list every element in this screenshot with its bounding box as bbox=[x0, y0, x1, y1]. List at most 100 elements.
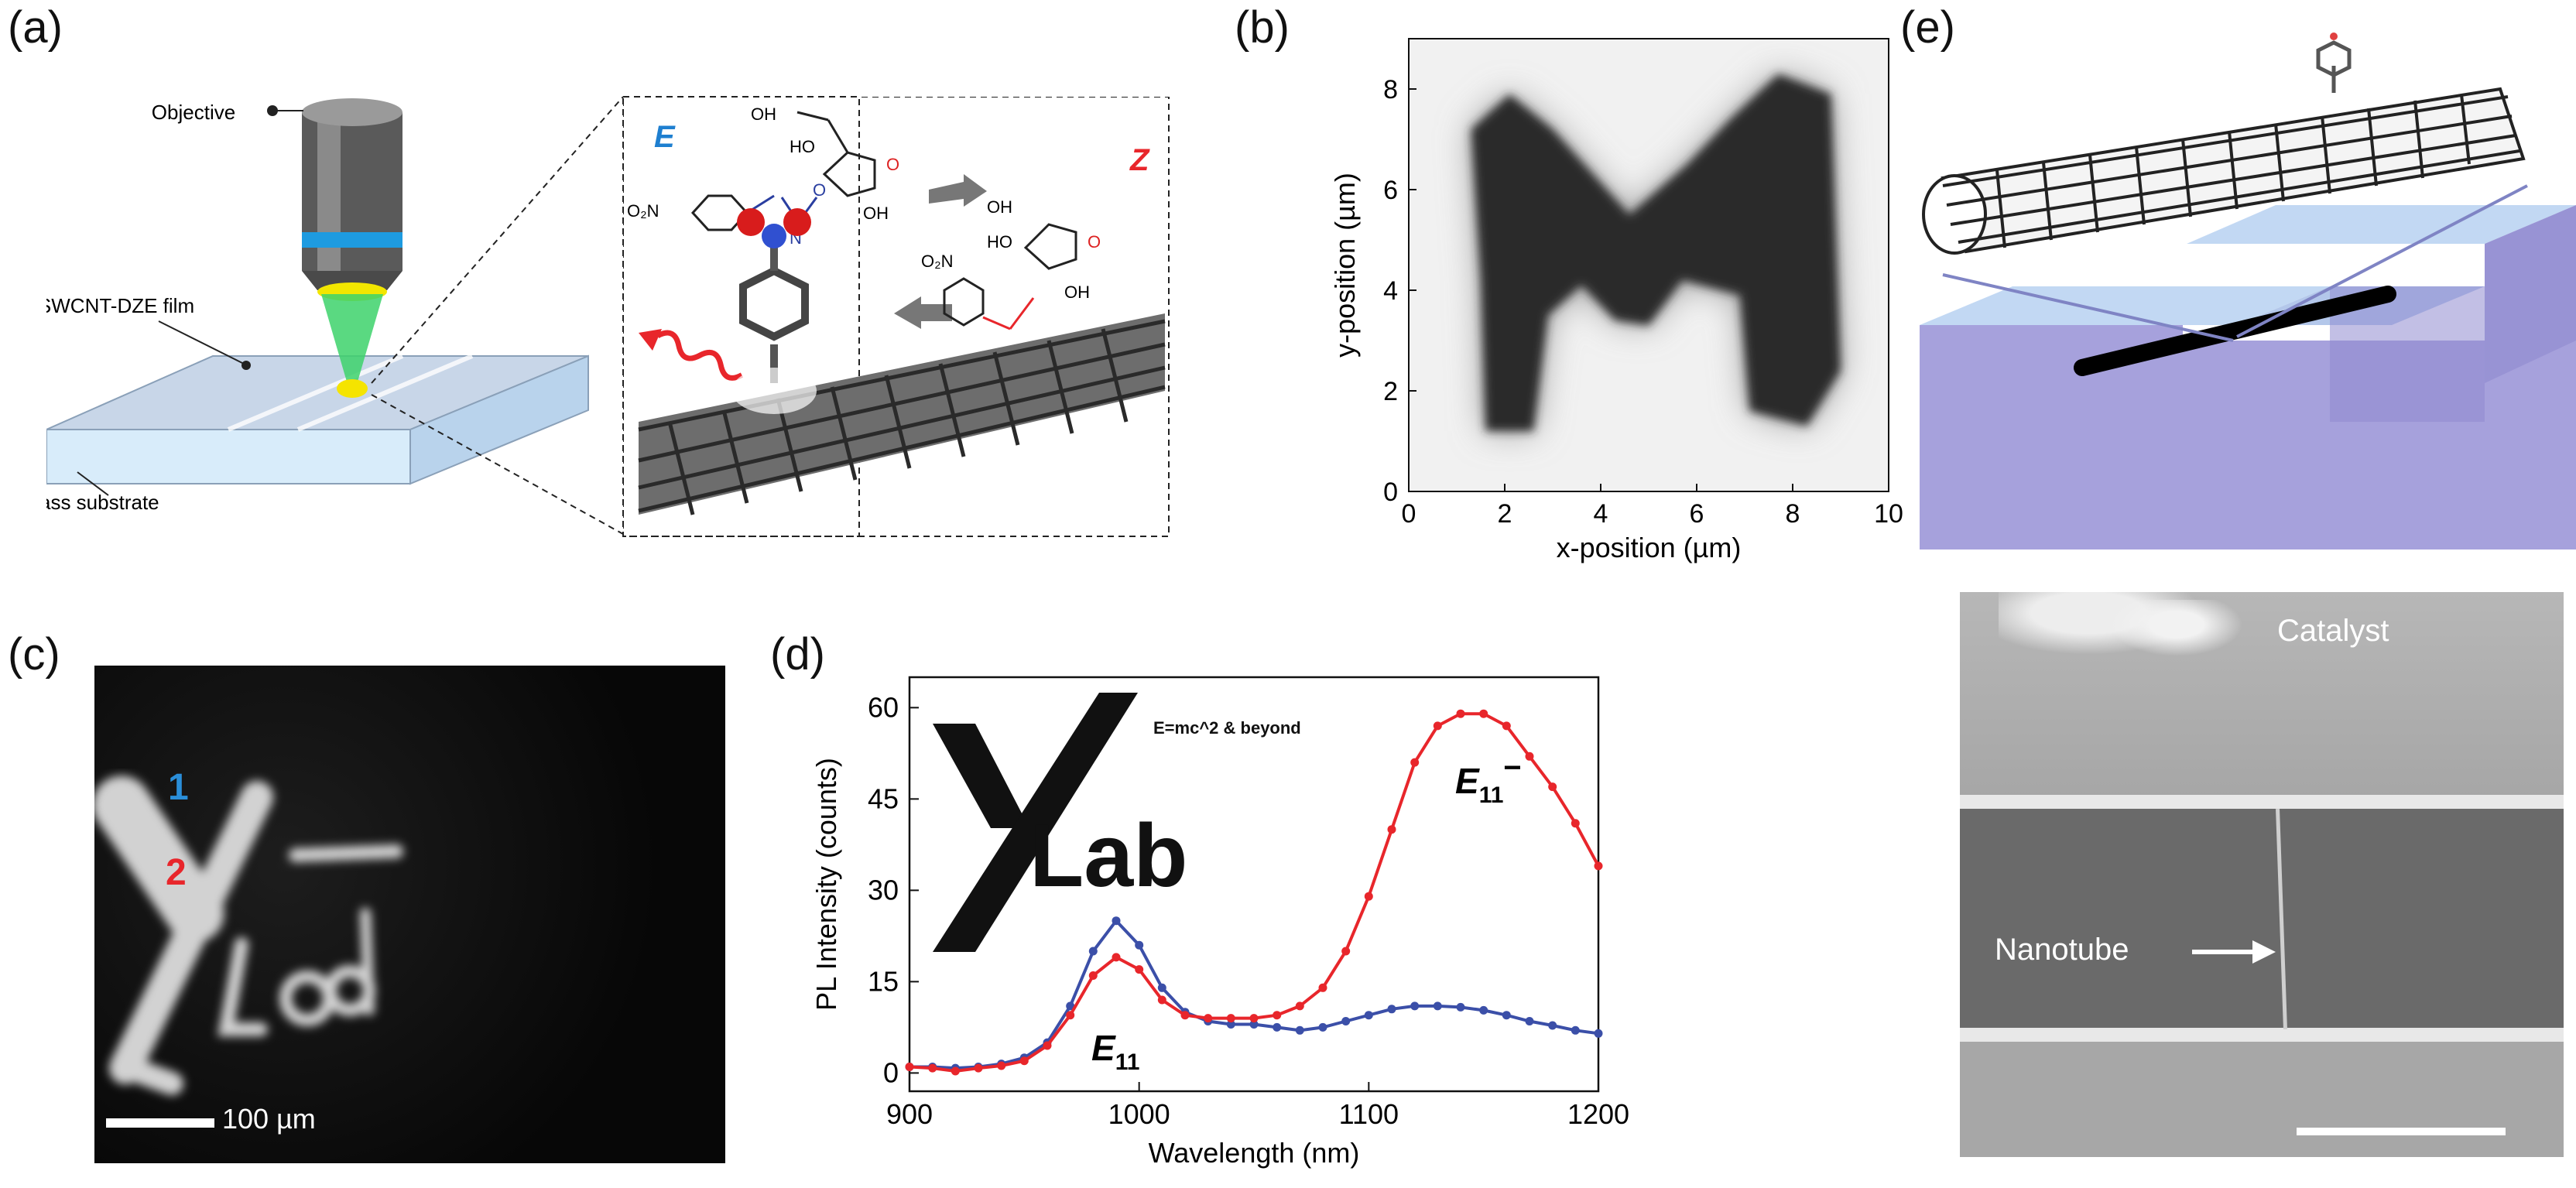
spectrum-series-1-point bbox=[1479, 1005, 1488, 1015]
phenyl-3d bbox=[739, 266, 809, 341]
objective-top bbox=[302, 98, 402, 126]
substrate-label: Glass substrate bbox=[46, 491, 159, 514]
spectrum-series-2-point bbox=[1318, 983, 1327, 992]
sem-nanotube-label: Nanotube bbox=[1995, 933, 2129, 967]
spectrum-series-2-point bbox=[1043, 1041, 1052, 1050]
spectrum-series-1-point bbox=[1318, 1022, 1327, 1032]
pl-marker-2: 2 bbox=[166, 852, 187, 893]
spectrum-series-2-point bbox=[1204, 1014, 1213, 1023]
spectrum-series-1-point bbox=[1249, 1020, 1259, 1029]
heatmap-x-tick-label: 8 bbox=[1786, 499, 1800, 529]
objective-label: Objective bbox=[152, 101, 235, 124]
lactone-ring-z bbox=[1023, 223, 1077, 270]
spectrum-series-2-point bbox=[1273, 1011, 1282, 1020]
heatmap-x-tick-label: 6 bbox=[1690, 499, 1704, 529]
spectrum-series-2-point bbox=[951, 1066, 960, 1076]
sem-trench bbox=[1960, 809, 2564, 1029]
logo-y-left-arm bbox=[933, 724, 1029, 828]
spectrum-series-1-point bbox=[1157, 983, 1166, 992]
zoom-line bbox=[371, 394, 624, 535]
objective-blue-ring bbox=[302, 232, 402, 248]
heatmap-y-tick-label: 0 bbox=[1383, 478, 1398, 507]
sem-nanotube-arrow bbox=[2192, 940, 2276, 964]
emission-arrowhead bbox=[639, 329, 662, 351]
heatmap-x-tick-label: 0 bbox=[1402, 499, 1416, 529]
bond bbox=[796, 111, 829, 122]
spectrum-series-2-point bbox=[1502, 721, 1511, 731]
laser-spot bbox=[337, 379, 368, 398]
spectrum-series-1-point bbox=[1571, 1025, 1580, 1035]
spectrum-series-1-point bbox=[1525, 1017, 1534, 1025]
spectrum-series-1-point bbox=[1112, 916, 1121, 926]
logo-y-right-arm bbox=[933, 693, 1138, 952]
heatmap-frame bbox=[1408, 38, 1889, 492]
sem-catalyst-cluster bbox=[2099, 600, 2254, 662]
spectrum-series-1-point bbox=[1594, 1029, 1603, 1038]
spectrum-series-2-point bbox=[1410, 758, 1420, 767]
spectrum-series-2-point bbox=[1249, 1014, 1259, 1023]
phenyl-ring bbox=[2316, 40, 2352, 77]
zoom-line bbox=[1942, 273, 2234, 342]
spectrum-y-tick-label: 0 bbox=[883, 1056, 899, 1088]
panel-e-label: (e) bbox=[1900, 2, 1955, 53]
azo-bond-z bbox=[982, 316, 1011, 330]
atom-o-z: O bbox=[1088, 232, 1101, 252]
spectrum-series-2-point bbox=[905, 1063, 914, 1071]
peak-e11-minus-label: E11− bbox=[1455, 751, 1522, 808]
spectrum-series-2-point bbox=[1088, 971, 1098, 980]
panel-a-illustration: Objective SWCNT-DZE film Glass substrate bbox=[46, 96, 860, 537]
functionalization-glow bbox=[731, 368, 817, 414]
bond bbox=[827, 119, 849, 153]
atom-oh: OH bbox=[751, 104, 776, 124]
panel-a-label: (a) bbox=[8, 2, 63, 53]
zoom-line bbox=[371, 96, 624, 384]
sem-edge-upper bbox=[1960, 795, 2564, 809]
spectrum-y-label: PL Intensity (counts) bbox=[810, 758, 842, 1011]
benzene-ring-z bbox=[943, 277, 985, 327]
heatmap-chart: 0 2 4 6 8 10 0 2 4 6 8 x-position (µm) y-position… bbox=[1329, 38, 1903, 563]
nitro-n bbox=[762, 224, 786, 248]
pl-pattern bbox=[94, 775, 403, 1095]
spectrum-series-2-point bbox=[1456, 709, 1465, 718]
spectrum-series-2-point bbox=[1341, 947, 1351, 956]
spectrum-series-2-point bbox=[1066, 1011, 1075, 1020]
panel-e-device-illustration bbox=[1920, 33, 2576, 549]
atom-o: O bbox=[813, 180, 826, 200]
inset-frame bbox=[623, 97, 1170, 537]
isomer-z-label: Z bbox=[1129, 143, 1150, 177]
spectrum-series-2-point bbox=[1548, 782, 1557, 792]
spectrum-x-tick-label: 900 bbox=[886, 1098, 933, 1130]
spectrum-series-1-point bbox=[1502, 1011, 1511, 1020]
panel-b-label: (b) bbox=[1235, 2, 1290, 53]
zoom-line bbox=[2236, 184, 2528, 338]
film-label: SWCNT-DZE film bbox=[46, 294, 194, 317]
spectrum-series-2-point bbox=[1571, 819, 1580, 828]
pl-marker-1: 1 bbox=[168, 767, 189, 808]
spectrum-y-tick-label: 15 bbox=[868, 965, 899, 997]
nanotube-mesh bbox=[638, 319, 1166, 515]
nanotube bbox=[639, 313, 1165, 515]
pl-scalebar bbox=[106, 1118, 214, 1128]
spectrum-series-2-point bbox=[1180, 1011, 1190, 1020]
substrate-pointer bbox=[77, 471, 109, 496]
spectrum-series-2-point bbox=[997, 1061, 1006, 1070]
spectrum-series-2-point bbox=[1019, 1056, 1029, 1066]
trench-right-face bbox=[2485, 205, 2576, 383]
heatmap-y-tick-label: 6 bbox=[1383, 176, 1398, 205]
trench-block-top-right bbox=[2187, 205, 2576, 244]
ylab-logo: Lab E=mc^2 & beyond bbox=[933, 693, 1301, 952]
spectrum-series-2-point bbox=[1135, 965, 1144, 974]
pl-image: 1 2 100 µm bbox=[94, 666, 725, 1163]
isomer-e-label: E bbox=[654, 120, 676, 154]
heatmap-x-label: x-position (µm) bbox=[1557, 532, 1742, 563]
phenyl-substituent bbox=[2330, 33, 2338, 40]
atom-oh-2: OH bbox=[863, 204, 889, 223]
spectrum-series-1-point bbox=[1410, 1001, 1420, 1011]
spectrum-series-2-point bbox=[1387, 825, 1396, 834]
spectrum-series-2-point bbox=[1295, 1001, 1304, 1011]
spectrum-series-1-point bbox=[1387, 1005, 1396, 1014]
lactone-ring bbox=[822, 151, 876, 197]
spectrum-series-1-point bbox=[1341, 1017, 1351, 1025]
sem-image: Catalyst Nanotube bbox=[1960, 592, 2564, 1157]
glass-side-face bbox=[409, 354, 589, 485]
